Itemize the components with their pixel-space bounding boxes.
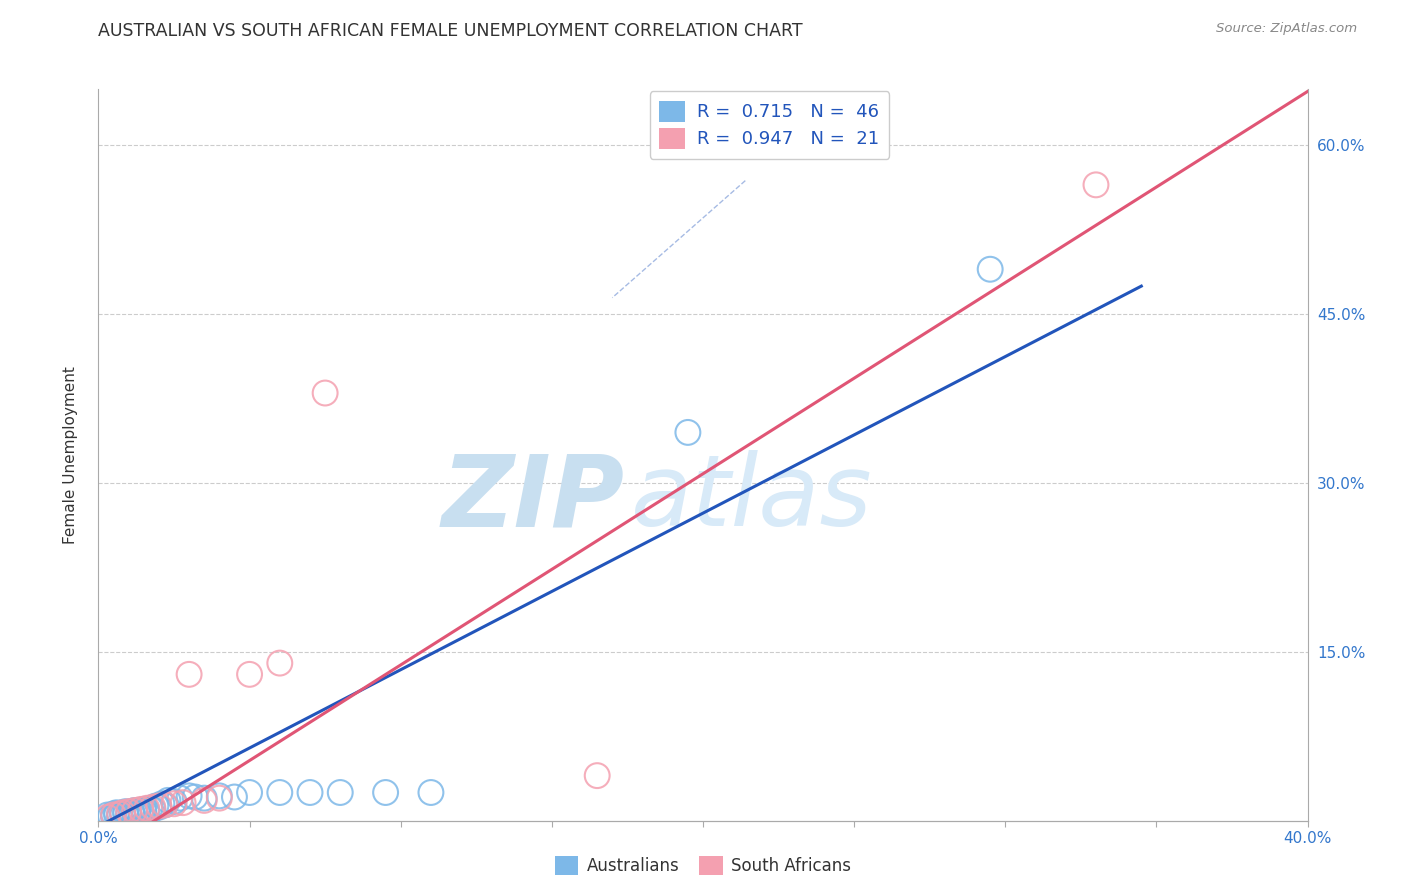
Point: [153, 797, 176, 812]
Point: [239, 667, 262, 681]
Point: [108, 806, 131, 821]
Point: [135, 804, 157, 818]
Point: [111, 808, 134, 822]
Point: [314, 386, 336, 401]
Legend: Australians, South Africans: Australians, South Africans: [548, 849, 858, 882]
Point: [208, 791, 231, 805]
Point: [150, 797, 173, 811]
Point: [172, 796, 194, 810]
Point: [420, 785, 443, 799]
Y-axis label: Female Unemployment: Female Unemployment: [63, 366, 77, 544]
Point: [269, 785, 291, 799]
Point: [103, 806, 125, 821]
Point: [153, 797, 176, 812]
Point: [96, 810, 118, 824]
Point: [145, 799, 167, 814]
Point: [193, 793, 215, 807]
Point: [108, 806, 131, 821]
Point: [129, 805, 152, 820]
Point: [142, 800, 165, 814]
Point: [193, 791, 215, 805]
Point: [100, 809, 122, 823]
Point: [132, 805, 155, 819]
Point: [1085, 178, 1108, 192]
Point: [374, 785, 396, 799]
Text: AUSTRALIAN VS SOUTH AFRICAN FEMALE UNEMPLOYMENT CORRELATION CHART: AUSTRALIAN VS SOUTH AFRICAN FEMALE UNEMP…: [98, 22, 803, 40]
Text: Source: ZipAtlas.com: Source: ZipAtlas.com: [1216, 22, 1357, 36]
Point: [329, 785, 352, 799]
Point: [111, 805, 134, 820]
Point: [586, 769, 609, 783]
Point: [118, 805, 141, 820]
Point: [124, 805, 146, 820]
Point: [124, 804, 146, 818]
Point: [179, 789, 201, 803]
Point: [224, 790, 246, 805]
Point: [163, 797, 186, 811]
Point: [114, 806, 136, 821]
Point: [169, 791, 191, 805]
Point: [105, 808, 128, 822]
Point: [142, 802, 165, 816]
Point: [108, 809, 131, 823]
Point: [127, 805, 149, 819]
Point: [121, 805, 143, 819]
Text: atlas: atlas: [630, 450, 872, 548]
Text: ZIP: ZIP: [441, 450, 624, 548]
Point: [124, 804, 146, 818]
Point: [239, 785, 262, 799]
Point: [111, 805, 134, 820]
Point: [269, 656, 291, 670]
Point: [148, 800, 170, 814]
Point: [148, 799, 170, 814]
Point: [208, 789, 231, 803]
Point: [121, 806, 143, 821]
Point: [129, 802, 152, 816]
Point: [139, 801, 162, 815]
Point: [118, 808, 141, 822]
Point: [676, 425, 699, 440]
Point: [127, 806, 149, 821]
Point: [103, 810, 125, 824]
Point: [118, 805, 141, 819]
Point: [103, 808, 125, 822]
Point: [132, 802, 155, 816]
Point: [135, 801, 157, 815]
Point: [114, 805, 136, 819]
Point: [96, 808, 118, 822]
Point: [979, 262, 1001, 277]
Point: [179, 667, 201, 681]
Point: [184, 790, 207, 805]
Point: [105, 805, 128, 820]
Point: [163, 795, 186, 809]
Point: [299, 785, 322, 799]
Point: [156, 793, 179, 807]
